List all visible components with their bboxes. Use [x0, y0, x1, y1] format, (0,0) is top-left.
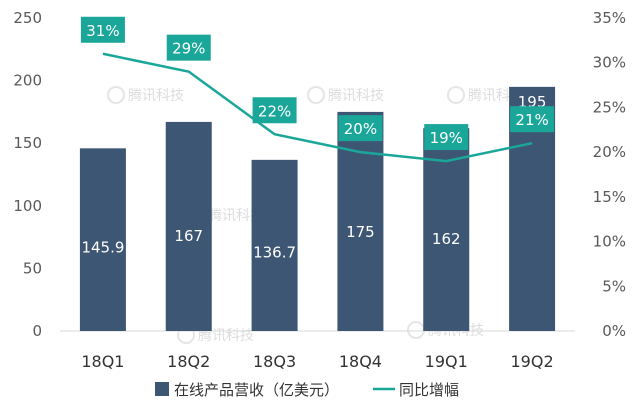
category-label: 19Q1	[425, 352, 468, 371]
bar-18Q1	[79, 148, 126, 331]
left-tick-label: 150	[13, 134, 42, 152]
growth-label-18Q2: 29%	[166, 34, 211, 61]
watermark-logo-icon	[307, 86, 325, 104]
watermark-1: 腾讯科技	[307, 86, 384, 104]
left-tick-label: 50	[23, 259, 42, 277]
growth-label-box	[338, 115, 383, 142]
growth-label-text: 19%	[430, 129, 463, 147]
growth-label-text: 29%	[172, 40, 205, 58]
left-tick-label: 0	[32, 322, 42, 340]
bar-value-label: 162	[432, 230, 461, 248]
watermark-logo-icon	[407, 321, 425, 339]
watermark-text: 腾讯科技	[328, 87, 384, 104]
legend-bar-label: 在线产品营收（亿美元）	[174, 381, 339, 399]
right-tick-label: 20%	[593, 143, 626, 161]
right-tick-label: 25%	[593, 98, 626, 116]
bar-value-label: 175	[346, 223, 375, 241]
category-label: 18Q4	[339, 352, 382, 371]
bar-18Q2	[165, 121, 212, 331]
left-tick-label: 250	[13, 9, 42, 27]
bar-18Q4	[337, 111, 384, 332]
left-tick-label: 100	[13, 197, 42, 215]
legend: 在线产品营收（亿美元） 同比增幅	[155, 381, 459, 399]
bar-18Q3	[251, 159, 298, 331]
left-y-axis: 0 50 100 150 200 250	[13, 9, 42, 340]
watermark-logo-icon	[447, 86, 465, 104]
watermark-0: 腾讯科技	[107, 86, 184, 104]
legend-bar-swatch	[155, 382, 169, 396]
growth-label-18Q3: 22%	[252, 97, 297, 124]
bar-series	[79, 86, 556, 332]
right-tick-label: 30%	[593, 54, 626, 72]
growth-label-box	[166, 34, 211, 61]
x-axis-categories: 18Q1 18Q2 18Q3 18Q4 19Q1 19Q2	[81, 352, 553, 371]
right-tick-label: 15%	[593, 188, 626, 206]
right-tick-label: 10%	[593, 233, 626, 251]
right-tick-label: 0%	[602, 322, 626, 340]
right-tick-label: 35%	[593, 9, 626, 27]
line-data-labels: 31% 29% 22% 20% 19% 21%	[80, 16, 555, 151]
watermark-text: 腾讯科技	[128, 87, 184, 104]
growth-label-text: 22%	[258, 102, 291, 120]
growth-label-18Q1: 31%	[80, 16, 125, 43]
category-label: 18Q1	[81, 352, 124, 371]
growth-label-box	[510, 106, 555, 133]
watermark-text: 腾讯科技	[208, 207, 264, 224]
growth-label-19Q2: 21%	[510, 106, 555, 133]
right-y-axis: 0% 5% 10% 15% 20% 25% 30% 35%	[593, 9, 626, 340]
category-label: 18Q2	[167, 352, 210, 371]
growth-label-18Q4: 20%	[338, 115, 383, 142]
growth-label-text: 20%	[344, 120, 377, 138]
growth-label-box	[80, 16, 125, 43]
bar-value-label: 136.7	[253, 243, 296, 261]
bar-value-label: 145.9	[81, 238, 124, 256]
growth-label-box	[252, 97, 297, 124]
growth-label-text: 31%	[86, 22, 119, 40]
left-tick-label: 200	[13, 72, 42, 90]
growth-label-text: 21%	[515, 111, 548, 129]
category-label: 19Q2	[511, 352, 554, 371]
legend-line-label: 同比增幅	[399, 381, 459, 399]
bar-value-label: 167	[174, 227, 203, 245]
growth-line	[102, 52, 533, 163]
category-label: 18Q3	[253, 352, 296, 371]
growth-label-19Q1: 19%	[424, 124, 469, 151]
right-tick-label: 5%	[602, 277, 626, 295]
growth-label-box	[424, 124, 469, 151]
watermark-logo-icon	[107, 86, 125, 104]
